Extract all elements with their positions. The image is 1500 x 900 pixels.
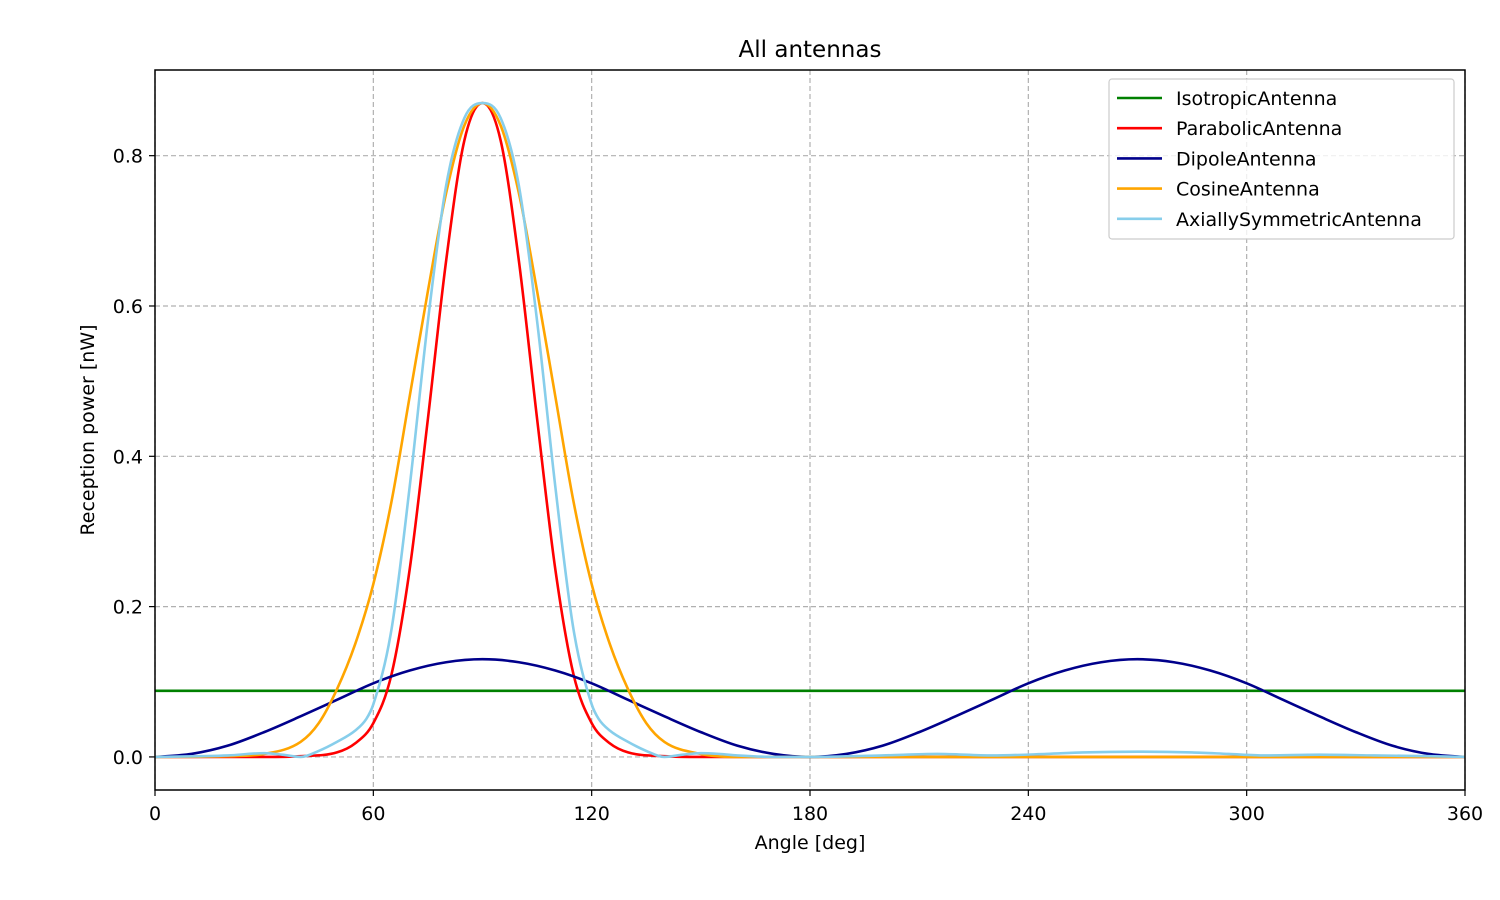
legend: IsotropicAntenna ParabolicAntenna DipoleAn… xyxy=(1108,78,1455,240)
x-tick-label: 360 xyxy=(1447,803,1483,825)
legend-label-cosineantenna: CosineAntenna xyxy=(1176,179,1320,201)
x-tick-label: 180 xyxy=(792,803,828,825)
y-axis-label: Reception power [nW] xyxy=(77,324,99,535)
series-line-axiallysymmetricantenna xyxy=(154,101,1466,759)
y-tick-label: 0.4 xyxy=(113,446,143,468)
x-tick-label: 0 xyxy=(149,803,161,825)
x-axis-label: Angle [deg] xyxy=(755,832,866,854)
y-tick-label: 0.0 xyxy=(113,747,143,769)
chart-title: All antennas xyxy=(739,37,882,63)
y-tick-label: 0.8 xyxy=(113,146,143,168)
y-tick-label: 0.2 xyxy=(113,597,143,619)
legend-label-isotropicantenna: IsotropicAntenna xyxy=(1176,88,1337,110)
x-tick-label: 60 xyxy=(361,803,385,825)
x-tick-label: 240 xyxy=(1010,803,1046,825)
legend-label-parabolicantenna: ParabolicAntenna xyxy=(1176,118,1342,140)
y-tick-label: 0.6 xyxy=(113,296,143,318)
y-axis: 0.0 0.2 0.4 0.6 0.8 xyxy=(113,146,155,769)
legend-label-dipoleantenna: DipoleAntenna xyxy=(1176,148,1316,170)
x-axis: 0 60 120 180 240 300 360 xyxy=(149,790,1483,825)
legend-label-axiallysymmetricantenna: AxiallySymmetricAntenna xyxy=(1176,209,1422,231)
legend-box xyxy=(1108,78,1455,240)
x-tick-label: 300 xyxy=(1229,803,1265,825)
series-layer xyxy=(154,101,1466,759)
x-tick-label: 120 xyxy=(574,803,610,825)
